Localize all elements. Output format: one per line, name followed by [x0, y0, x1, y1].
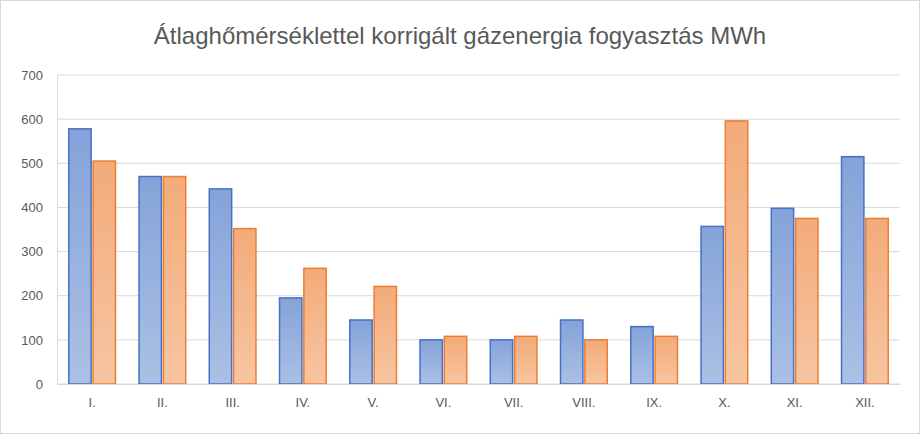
y-tick-label: 400	[21, 200, 43, 215]
x-tick-label: XI.	[787, 395, 803, 410]
x-tick: II.	[157, 384, 168, 410]
bar	[725, 121, 747, 384]
y-tick: 200	[21, 288, 57, 303]
bar	[655, 336, 677, 384]
bar	[585, 340, 607, 384]
bar-series	[93, 121, 888, 384]
grid	[57, 75, 900, 384]
bar	[69, 129, 91, 384]
bar	[771, 208, 793, 384]
x-tick: IX.	[646, 384, 662, 410]
y-tick-label: 700	[21, 68, 43, 83]
bar	[796, 218, 818, 384]
grid-line	[57, 119, 900, 120]
x-tick: III.	[225, 384, 239, 410]
y-tick: 300	[21, 244, 57, 259]
x-tick-label: X.	[718, 395, 730, 410]
chart: Átlaghőmérséklettel korrigált gázenergia…	[0, 0, 920, 434]
x-tick-label: III.	[225, 395, 239, 410]
y-tick: 500	[21, 156, 57, 171]
bar	[866, 218, 888, 384]
bar	[701, 226, 723, 384]
x-tick-label: II.	[157, 395, 168, 410]
bar	[842, 157, 864, 384]
bar	[163, 177, 185, 384]
bar	[490, 340, 512, 384]
bar	[93, 161, 115, 384]
x-tick: VII.	[504, 384, 524, 410]
y-tick: 600	[21, 112, 57, 127]
x-tick-label: VIII.	[572, 395, 595, 410]
x-tick: XII.	[855, 384, 875, 410]
x-axis: I. II. III. IV. V. VI. VII. VIII. IX. X. XI. XII.	[58, 384, 901, 410]
y-tick-label: 300	[21, 244, 43, 259]
x-tick-label: VII.	[504, 395, 524, 410]
bar	[280, 298, 302, 384]
x-axis-line	[58, 384, 901, 385]
chart-title: Átlaghőmérséklettel korrigált gázenergia…	[154, 22, 766, 49]
x-tick-label: V.	[368, 395, 379, 410]
y-tick: 0	[36, 377, 57, 392]
x-tick-label: IV.	[296, 395, 311, 410]
y-axis-line	[57, 76, 58, 385]
x-tick: IV.	[296, 384, 311, 410]
bar	[561, 320, 583, 384]
bar	[420, 340, 442, 384]
y-tick-label: 200	[21, 288, 43, 303]
grid-line	[57, 163, 900, 164]
x-tick: I.	[89, 384, 96, 410]
y-tick-label: 0	[36, 377, 43, 392]
bars	[69, 121, 888, 384]
bar	[304, 268, 326, 384]
x-tick: X.	[718, 384, 730, 410]
x-tick: XI.	[787, 384, 803, 410]
x-tick-label: IX.	[646, 395, 662, 410]
x-tick: V.	[368, 384, 379, 410]
bar	[444, 336, 466, 384]
y-tick-label: 600	[21, 112, 43, 127]
y-tick: 400	[21, 200, 57, 215]
bar	[350, 320, 372, 384]
bar	[234, 229, 256, 384]
bar	[631, 327, 653, 384]
x-tick-label: I.	[89, 395, 96, 410]
bar	[515, 336, 537, 384]
x-tick-label: VI.	[435, 395, 451, 410]
bar	[209, 189, 231, 384]
chart-border	[1, 1, 920, 434]
y-tick: 100	[21, 333, 57, 348]
bar	[139, 177, 161, 384]
y-tick: 700	[21, 68, 57, 83]
x-tick: VI.	[435, 384, 451, 410]
y-axis: 0 100 200 300 400 500 600 700	[21, 68, 57, 392]
x-tick: VIII.	[572, 384, 595, 410]
bar	[374, 286, 396, 384]
x-tick-label: XII.	[855, 395, 875, 410]
y-tick-label: 100	[21, 333, 43, 348]
grid-line	[57, 75, 900, 76]
y-tick-label: 500	[21, 156, 43, 171]
plot-area: 0 100 200 300 400 500 600 700 I. II. III. IV. V. VI. V…	[21, 68, 900, 411]
